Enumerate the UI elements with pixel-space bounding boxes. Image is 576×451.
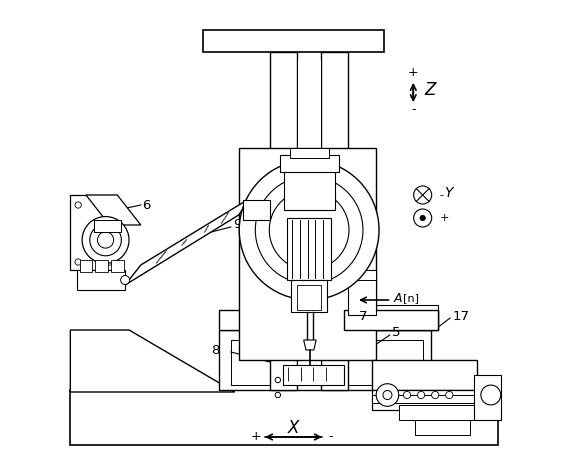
Text: Z: Z — [425, 81, 435, 99]
Polygon shape — [344, 305, 438, 325]
Circle shape — [120, 276, 130, 285]
Bar — [321, 52, 348, 390]
Bar — [290, 148, 329, 158]
Bar — [372, 390, 489, 410]
Circle shape — [275, 377, 281, 383]
Text: 8: 8 — [211, 344, 219, 356]
Circle shape — [420, 215, 426, 221]
Bar — [79, 260, 92, 272]
Bar — [111, 260, 124, 272]
Text: +: + — [408, 65, 419, 78]
Circle shape — [90, 224, 122, 256]
Circle shape — [414, 186, 431, 204]
Bar — [372, 395, 489, 403]
Bar — [297, 285, 321, 310]
Bar — [415, 420, 469, 435]
Polygon shape — [221, 210, 230, 224]
Polygon shape — [204, 225, 209, 233]
Polygon shape — [70, 330, 235, 392]
Circle shape — [383, 391, 392, 400]
Circle shape — [255, 176, 363, 284]
Bar — [219, 310, 438, 330]
Bar — [70, 390, 498, 445]
Bar — [96, 260, 108, 272]
Bar — [473, 375, 501, 420]
Bar — [238, 148, 376, 360]
Polygon shape — [304, 340, 316, 350]
Circle shape — [97, 232, 113, 248]
Text: -: - — [329, 431, 334, 443]
Text: 4: 4 — [358, 230, 367, 243]
Bar — [348, 270, 376, 315]
Bar — [219, 330, 430, 390]
Text: -: - — [440, 190, 444, 200]
Text: 5: 5 — [392, 327, 401, 340]
Bar — [283, 365, 344, 385]
Circle shape — [82, 216, 129, 263]
Bar — [242, 200, 270, 220]
Polygon shape — [181, 239, 187, 246]
Bar — [297, 60, 321, 380]
Text: +: + — [251, 431, 261, 443]
Text: [n]: [n] — [403, 293, 419, 303]
Text: 6: 6 — [142, 198, 151, 212]
Circle shape — [275, 392, 281, 398]
Circle shape — [446, 391, 453, 399]
Text: Y: Y — [445, 186, 453, 200]
Text: 9: 9 — [233, 218, 241, 231]
Circle shape — [376, 384, 399, 406]
Text: X: X — [288, 419, 299, 437]
Bar — [291, 280, 327, 312]
Bar — [348, 270, 376, 280]
Bar — [203, 30, 384, 52]
Circle shape — [107, 259, 113, 265]
Polygon shape — [125, 198, 251, 285]
Bar — [77, 270, 125, 290]
Bar — [372, 360, 478, 390]
Bar — [94, 220, 121, 232]
Bar — [231, 340, 423, 385]
Text: 7: 7 — [358, 309, 367, 322]
Bar — [270, 52, 297, 390]
Bar — [399, 405, 478, 420]
Circle shape — [431, 391, 439, 399]
Polygon shape — [157, 249, 168, 263]
Circle shape — [239, 160, 379, 300]
Bar — [70, 195, 118, 270]
Bar — [280, 155, 339, 172]
Circle shape — [107, 202, 113, 208]
Bar — [284, 168, 335, 210]
Text: 17: 17 — [452, 309, 469, 322]
Circle shape — [414, 209, 431, 227]
Circle shape — [75, 259, 81, 265]
Polygon shape — [344, 310, 438, 330]
Circle shape — [75, 202, 81, 208]
Bar — [287, 218, 331, 280]
Text: -: - — [411, 103, 415, 116]
Circle shape — [270, 190, 349, 270]
Polygon shape — [86, 195, 141, 225]
Text: A: A — [394, 291, 402, 304]
Circle shape — [481, 385, 501, 405]
Circle shape — [418, 391, 425, 399]
Text: +: + — [440, 213, 449, 223]
Circle shape — [403, 391, 411, 399]
